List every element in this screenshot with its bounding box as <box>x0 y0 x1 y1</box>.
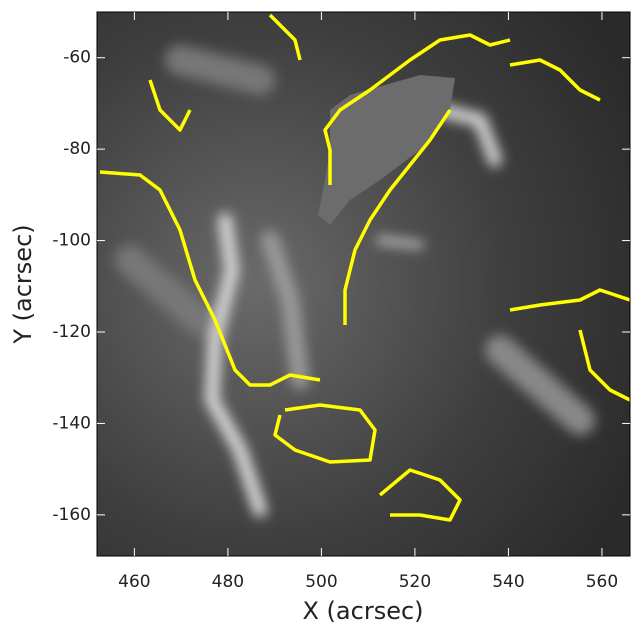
x-axis-label: X (acrsec) <box>302 597 423 625</box>
y-tick-label: -60 <box>63 48 91 68</box>
x-tick-label: 520 <box>399 572 431 592</box>
y-tick-label: -160 <box>52 505 91 525</box>
y-tick-label: -140 <box>52 413 91 433</box>
y-tick-label: -80 <box>63 139 91 159</box>
solar-image <box>97 12 630 556</box>
y-axis-label: Y (acrsec) <box>9 224 37 344</box>
x-tick-label: 480 <box>212 572 244 592</box>
x-tick-label: 540 <box>492 572 524 592</box>
y-tick-label: -100 <box>52 231 91 251</box>
y-tick-label: -120 <box>52 322 91 342</box>
x-tick-label: 460 <box>118 572 150 592</box>
x-tick-label: 500 <box>305 572 337 592</box>
x-tick-label: 560 <box>586 572 618 592</box>
plot-frame <box>96 11 631 557</box>
